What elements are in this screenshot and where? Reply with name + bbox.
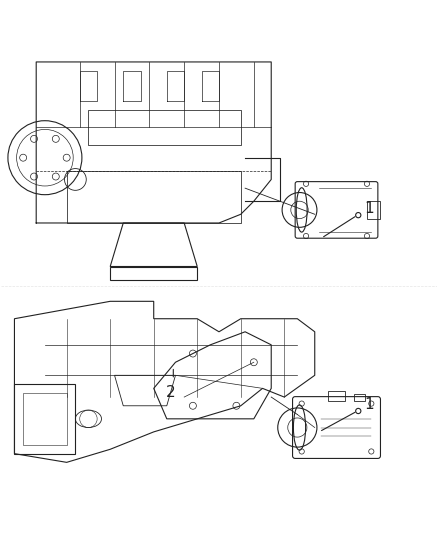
Bar [14, 384, 75, 454]
Bar [328, 391, 345, 401]
Bar [354, 393, 365, 401]
Text: 1: 1 [365, 397, 374, 412]
Bar [23, 393, 67, 445]
Text: 1: 1 [365, 201, 374, 216]
Bar [367, 201, 380, 219]
Text: 2: 2 [166, 385, 175, 400]
